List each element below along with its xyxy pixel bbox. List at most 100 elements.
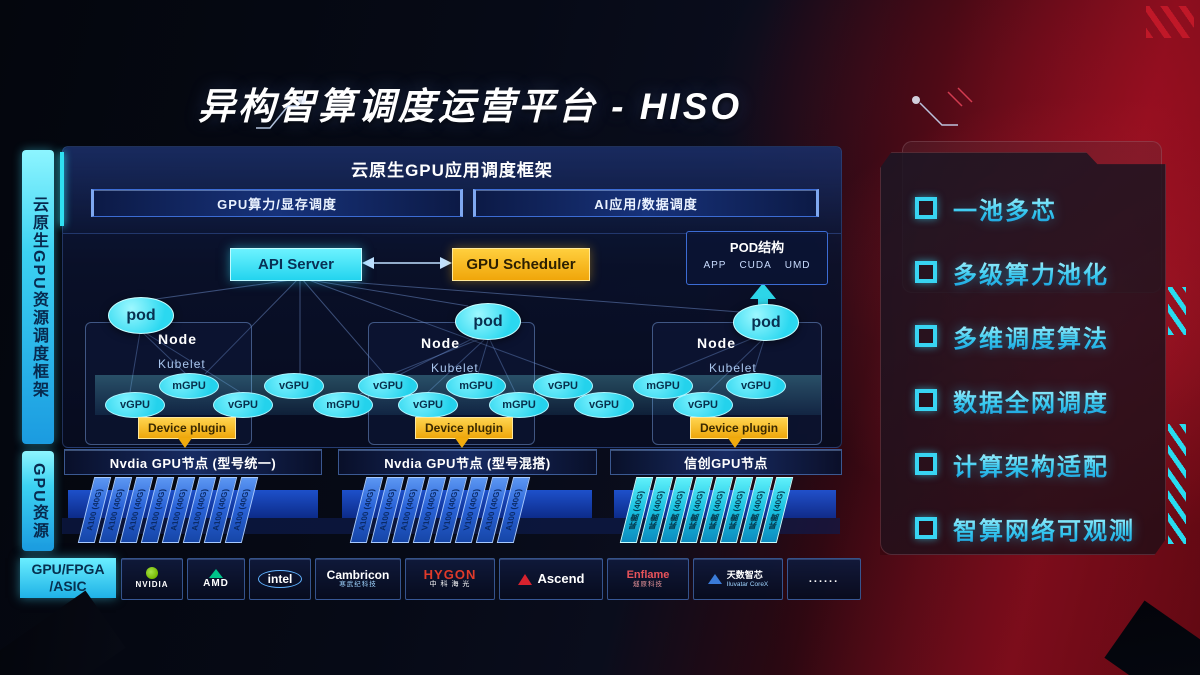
vendor-tile-iluvatar: 天数智芯 Iluvatar CoreX [693, 558, 783, 600]
corner-shade [0, 590, 126, 675]
bar-gpu-compute-sched: GPU算力/显存调度 [91, 189, 463, 217]
square-bullet-icon [915, 197, 937, 219]
vendor-tile-cambricon: Cambricon 寒武纪科技 [315, 558, 401, 600]
square-bullet-icon [915, 261, 937, 283]
feature-item: 一池多芯 [915, 191, 1165, 226]
node-3-agent: Kubelet [709, 361, 757, 375]
pod-ellipse-1: pod [108, 297, 174, 334]
vendor-sub: 燧原科技 [633, 581, 663, 588]
gpu-scheduler-box: GPU Scheduler [452, 248, 590, 281]
page-title: 异构智算调度运营平台 - HISO [197, 86, 743, 127]
cluster-bar-xinchuang: 信创GPU节点 [610, 449, 842, 475]
framework-title: 云原生GPU应用调度框架 [351, 161, 553, 180]
square-bullet-icon [915, 389, 937, 411]
gpu-ellipse: mGPU [446, 373, 506, 399]
hardware-label-line2: /ASIC [49, 578, 87, 594]
feature-label: 多级算力池化 [953, 255, 1109, 290]
deco-stripes-icon [1168, 287, 1186, 335]
vendor-name: Cambricon [326, 568, 390, 582]
hygon-logo-icon: HYGON [423, 567, 477, 582]
vendor-name: Ascend [537, 571, 585, 586]
feature-label: 计算架构适配 [953, 447, 1109, 482]
square-bullet-icon [915, 517, 937, 539]
pod-structure-box: POD结构 APP CUDA UMD [686, 231, 828, 285]
rail-cloud-native-gpu: 云原生GPU资源调度框架 [22, 150, 54, 444]
gpu-ellipse: vGPU [105, 392, 165, 418]
pod-layer-umd: UMD [784, 260, 811, 271]
rail-top-label: 云原生GPU资源调度框架 [30, 195, 47, 399]
pod-ellipse-2: pod [455, 303, 521, 340]
gpu-ellipse: vGPU [358, 373, 418, 399]
feature-label: 数据全网调度 [953, 383, 1109, 418]
feature-item: 多维调度算法 [915, 319, 1165, 354]
vendor-name: 天数智芯 [726, 570, 763, 580]
cluster-bar-nvidia-uniform: Nvdia GPU节点 (型号统一) [64, 449, 322, 475]
hardware-label: GPU/FPGA /ASIC [20, 558, 116, 598]
pod-layer-app: APP [703, 260, 727, 271]
device-plugin-1: Device plugin [138, 417, 237, 439]
node-1-agent: Kubelet [158, 357, 206, 371]
gpu-ellipse: vGPU [213, 392, 273, 418]
vendor-tile-more: ...... [787, 558, 861, 600]
vendor-sub: Iluvatar CoreX [726, 581, 769, 588]
vendor-tile-enflame: Enflame 燧原科技 [607, 558, 689, 600]
pod-layer-cuda: CUDA [739, 260, 772, 271]
vendor-name: AMD [203, 577, 229, 589]
node-3-title: Node [697, 335, 736, 351]
plugin-arrow-icon [455, 438, 469, 455]
feature-label: 智算网络可观测 [953, 511, 1135, 546]
gpu-ellipse: mGPU [489, 392, 549, 418]
node-2-title: Node [421, 335, 460, 351]
pod-structure-title: POD结构 [729, 240, 785, 255]
feature-label: 一池多芯 [953, 191, 1057, 226]
bar-ai-data-sched: AI应用/数据调度 [473, 189, 819, 217]
deco-stripes-icon [1168, 424, 1186, 544]
corner-shade [1104, 600, 1200, 675]
panel-accent-line [60, 152, 64, 226]
ascend-logo-icon [517, 573, 532, 585]
vendor-sub: 寒武纪科技 [339, 581, 377, 588]
hardware-label-line1: GPU/FPGA [31, 561, 105, 577]
node-1-title: Node [158, 331, 197, 347]
iluvatar-logo-icon [707, 574, 722, 584]
gpu-ellipse: vGPU [673, 392, 733, 418]
feature-item: 计算架构适配 [915, 447, 1165, 482]
device-plugin-2: Device plugin [415, 417, 514, 439]
node-2-agent: Kubelet [431, 361, 479, 375]
vendor-sub: 中 科 海 光 [429, 581, 471, 588]
plugin-arrow-icon [728, 438, 742, 455]
device-plugin-3: Device plugin [690, 417, 789, 439]
deco-stripes-icon [1146, 6, 1194, 38]
gpu-ellipse: mGPU [159, 373, 219, 399]
rail-gpu-resource: GPU资源 [22, 451, 54, 551]
gpu-ellipse: vGPU [264, 373, 324, 399]
api-server-box: API Server [230, 248, 362, 281]
gpu-ellipse: mGPU [313, 392, 373, 418]
features-panel: 一池多芯 多级算力池化 多维调度算法 数据全网调度 计算架构适配 智算网络可观测 [880, 152, 1166, 555]
gpu-ellipse: vGPU [574, 392, 634, 418]
feature-item: 多级算力池化 [915, 255, 1165, 290]
rail-bottom-label: GPU资源 [30, 462, 47, 540]
cluster-bar-nvidia-mixed: Nvdia GPU节点 (型号混搭) [338, 449, 597, 475]
feature-item: 数据全网调度 [915, 383, 1165, 418]
feature-label: 多维调度算法 [953, 319, 1109, 354]
gpu-ellipse: vGPU [726, 373, 786, 399]
more-vendors-dots: ...... [808, 573, 840, 585]
nvidia-logo-icon [146, 567, 158, 579]
gpu-ellipse: vGPU [398, 392, 458, 418]
square-bullet-icon [915, 325, 937, 347]
pod-structure-layers: APP CUDA UMD [687, 256, 827, 271]
vendor-tile-amd: AMD [187, 558, 245, 600]
plugin-arrow-icon [178, 438, 192, 455]
enflame-logo-icon: Enflame [626, 569, 670, 581]
pod-ellipse-3: pod [733, 304, 799, 341]
feature-item: 智算网络可观测 [915, 511, 1165, 546]
square-bullet-icon [915, 453, 937, 475]
vendor-tile-nvidia: NVIDIA [121, 558, 183, 600]
vendor-tile-ascend: Ascend [499, 558, 603, 600]
vendor-tile-hygon: HYGON 中 科 海 光 [405, 558, 495, 600]
vendor-tile-intel: intel [249, 558, 311, 600]
vendor-name: NVIDIA [135, 580, 169, 589]
amd-logo-icon [209, 568, 223, 578]
